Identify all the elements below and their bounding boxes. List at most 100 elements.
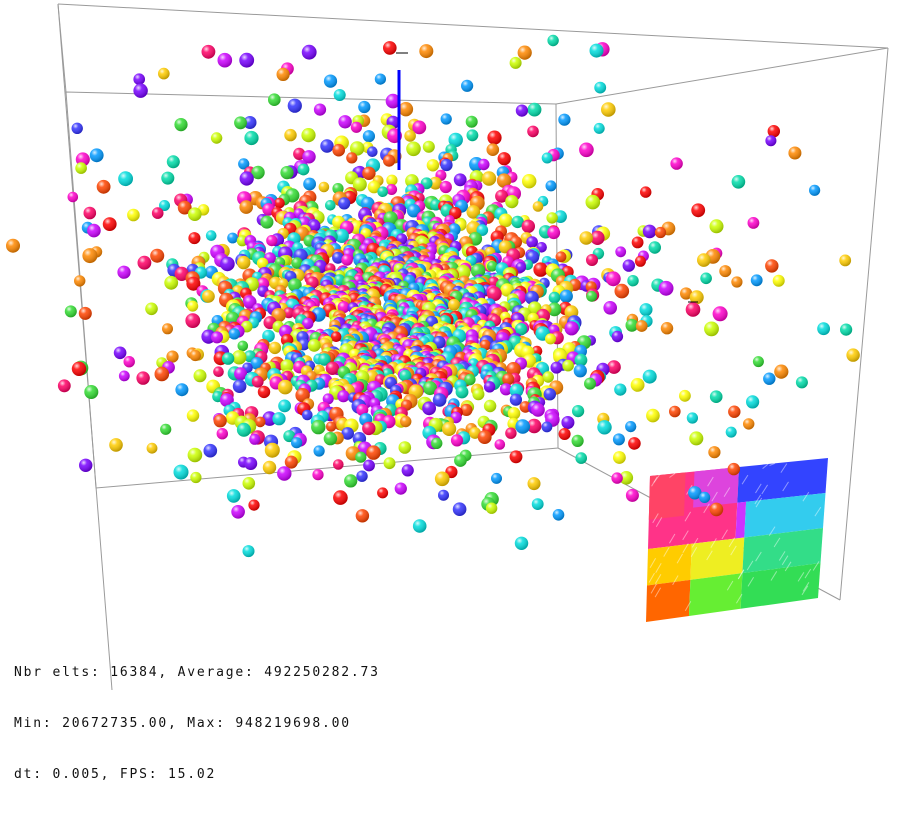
palette-map-hatch — [726, 580, 734, 591]
palette-map-hatch — [690, 547, 698, 557]
particle-shading — [669, 405, 681, 418]
particle-shading — [547, 302, 562, 317]
particle-shading — [603, 301, 617, 315]
particle-shading — [113, 346, 127, 360]
particle-shading — [505, 427, 517, 439]
particle-shading — [552, 509, 565, 521]
palette-map-hatch — [761, 484, 769, 495]
palette-map-hatch — [773, 537, 781, 548]
particle-shading — [262, 411, 277, 426]
particle-scene[interactable] — [0, 0, 920, 690]
particle-shading — [161, 171, 175, 185]
particle-shading — [509, 393, 522, 406]
particle-shading — [440, 158, 453, 172]
particle-shading — [186, 276, 201, 291]
particle-shading — [333, 490, 348, 505]
hud-line-count-average: Nbr elts: 16384, Average: 492250282.73 — [14, 665, 380, 680]
box-front-right-edge — [839, 47, 889, 601]
particle-shading — [558, 113, 571, 126]
particle-shading — [579, 231, 593, 245]
particle-shading — [619, 471, 634, 485]
particle-shading — [461, 79, 474, 92]
particle-shading — [709, 390, 723, 404]
particle-shading — [509, 450, 523, 464]
particle-shading — [448, 132, 463, 148]
particle-shading — [747, 217, 760, 229]
particle-shading — [220, 256, 235, 272]
particle-shading — [260, 215, 274, 229]
palette-map-hatch — [802, 491, 810, 502]
particle-shading — [123, 356, 135, 368]
particle-shading — [232, 350, 247, 365]
particle-shading — [210, 132, 223, 144]
particle-shading — [264, 442, 280, 458]
particle-shading — [611, 472, 623, 484]
particle-shading — [308, 220, 321, 232]
particle-shading — [840, 323, 853, 336]
particle-shading — [96, 179, 111, 194]
axis-indicator — [396, 52, 698, 303]
particle-shading — [367, 146, 378, 157]
particle-shading — [615, 246, 627, 258]
particle-shading — [160, 423, 172, 435]
particle-shading — [498, 213, 513, 228]
particle-shading — [646, 408, 660, 423]
particle-shading — [422, 140, 435, 153]
palette-map-hatch — [711, 491, 718, 502]
particle-shading — [232, 379, 247, 394]
palette-map-hatch — [737, 569, 745, 580]
palette-map-cell — [648, 472, 686, 520]
palette-map-cell — [744, 493, 826, 538]
particle-shading — [772, 274, 785, 287]
particle-shading — [278, 399, 291, 413]
particle-shading — [589, 43, 604, 58]
particle-shading — [325, 200, 336, 211]
particle-shading — [332, 251, 344, 264]
particle-shading — [658, 280, 674, 296]
palette-map-hatch — [668, 533, 676, 544]
particle-shading — [385, 93, 401, 109]
particle-shading — [75, 162, 87, 174]
palette-map-hatch — [747, 576, 755, 587]
particle-shading — [151, 207, 164, 219]
particle-shading — [594, 81, 607, 94]
particle-shading — [601, 102, 616, 117]
particle-shading — [541, 152, 553, 164]
particle-shading — [486, 286, 502, 302]
particle-shading — [511, 215, 524, 229]
particle-shading — [262, 329, 275, 343]
particle-shading — [268, 341, 282, 355]
particle-shading — [383, 154, 396, 167]
particle-shading — [117, 265, 131, 279]
particle-shading — [543, 388, 556, 401]
palette-map-hatch — [648, 572, 655, 583]
particle-shading — [280, 166, 294, 180]
particle-shading — [407, 204, 421, 218]
particle-shading — [377, 186, 389, 197]
particle-shading — [526, 236, 538, 248]
particle-shading — [217, 52, 233, 68]
particle-shading — [239, 171, 254, 186]
gl-viewport[interactable]: Nbr elts: 16384, Average: 492250282.73 M… — [0, 0, 920, 782]
palette-map-hatch — [769, 462, 776, 466]
palette-map-hatch — [652, 513, 659, 524]
particle-shading — [262, 460, 277, 475]
palette-map-hatch — [782, 481, 789, 492]
particle-shading — [236, 422, 251, 437]
particle-shading — [158, 67, 170, 80]
particle-shading — [483, 399, 497, 413]
palette-map-hatch — [706, 550, 713, 561]
palette-map-cell — [689, 573, 743, 616]
particle-shading — [355, 451, 367, 463]
palette-map-hatch — [814, 506, 822, 517]
particle-shading — [572, 405, 585, 418]
palette-map-hatch — [654, 573, 662, 584]
particle-shading — [660, 322, 674, 335]
particle-shading — [487, 261, 498, 272]
particle-shading — [483, 381, 496, 393]
particle-shading — [344, 474, 358, 488]
particle-shading — [507, 407, 521, 420]
particle-shading — [412, 519, 427, 533]
palette-map-hatch — [721, 529, 728, 540]
particle-shading — [558, 428, 571, 440]
